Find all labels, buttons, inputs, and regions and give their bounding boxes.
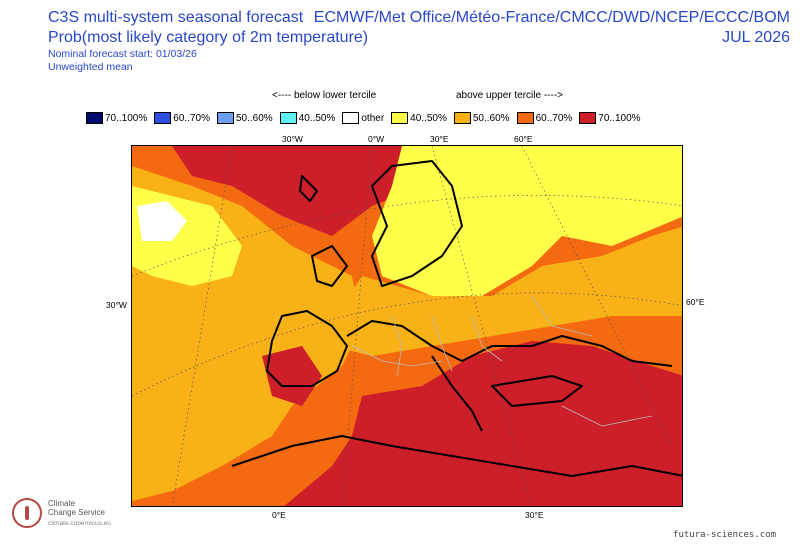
coastlines — [231, 160, 682, 477]
field-50-60-central — [332, 226, 682, 356]
legend-swatch — [154, 112, 172, 124]
forecast-variable: Prob(most likely category of 2m temperat… — [48, 29, 369, 46]
forecast-title: C3S multi-system seasonal forecast — [48, 9, 304, 26]
logo-url: climate.copernicus.eu — [48, 520, 111, 527]
lon-label-top-60e: 60°E — [514, 134, 533, 144]
legend-item: 50..60% — [216, 112, 273, 124]
legend-item: 70..100% — [579, 112, 641, 124]
forecast-map — [131, 145, 683, 507]
title-block: C3S multi-system seasonal forecast Prob(… — [48, 8, 368, 74]
logo-text-line2: Change Service — [48, 508, 105, 517]
legend-swatch — [516, 112, 534, 124]
logo-text-line1: Climate — [48, 499, 76, 508]
valid-month: JUL 2026 — [722, 29, 790, 46]
lon-label-top-30e: 30°E — [430, 134, 449, 144]
legend-label: 60..70% — [173, 112, 210, 124]
lon-label-left-30w: 30°W — [106, 300, 127, 310]
legend-swatch — [453, 112, 471, 124]
color-legend: 70..100% 60..70% 50..60% 40..50% other 40..50… — [86, 112, 648, 124]
copernicus-logo: Climate Change Service climate.copernicu… — [12, 498, 111, 528]
legend-label: 70..100% — [598, 112, 641, 124]
above-tercile-label: above upper tercile ----> — [456, 90, 563, 101]
forecast-centres: ECMWF/Met Office/Météo-France/CMCC/DWD/N… — [313, 9, 790, 26]
legend-item: 50..60% — [453, 112, 510, 124]
legend-item: 60..70% — [154, 112, 210, 124]
legend-label: other — [361, 112, 385, 124]
lon-label-top-30w: 30°W — [282, 134, 303, 144]
legend-item: 60..70% — [516, 112, 573, 124]
field-70-100-mediterranean — [284, 341, 682, 506]
lon-label-bottom-0e: 0°E — [272, 510, 286, 520]
legend-label: 40..50% — [410, 112, 447, 124]
legend-item: 70..100% — [86, 112, 147, 124]
thermometer-icon — [12, 498, 42, 528]
legend-item: 40..50% — [391, 112, 447, 124]
legend-swatch — [216, 112, 234, 124]
graticule — [132, 146, 682, 506]
lon-label-top-0w: 0°W — [368, 134, 385, 144]
legend-label: 70..100% — [105, 112, 148, 124]
legend-swatch — [391, 112, 409, 124]
lon-label-bottom-30e: 30°E — [525, 510, 544, 520]
legend-swatch — [579, 112, 597, 124]
title-right-block: ECMWF/Met Office/Météo-France/CMCC/DWD/N… — [314, 8, 790, 48]
legend-label: 50..60% — [235, 112, 273, 124]
legend-label: 50..60% — [472, 112, 510, 124]
legend-item: other — [342, 112, 384, 124]
below-tercile-label: <---- below lower tercile — [272, 90, 377, 101]
legend-item: 40..50% — [279, 112, 336, 124]
country-borders — [351, 295, 653, 427]
lon-label-right-60e: 60°E — [686, 297, 705, 307]
legend-label: 40..50% — [298, 112, 336, 124]
watermark: futura-sciences.com — [673, 530, 776, 540]
forecast-weighting: Unweighted mean — [48, 61, 133, 73]
legend-swatch — [342, 112, 360, 124]
field-70-100-north — [172, 146, 432, 236]
legend-label: 60..70% — [535, 112, 573, 124]
map-canvas — [132, 146, 682, 506]
field-70-100-iberia — [262, 346, 322, 406]
legend-swatch — [279, 112, 297, 124]
field-50-60-south-west — [132, 406, 292, 501]
field-other — [137, 201, 187, 241]
legend-swatch — [86, 112, 103, 124]
forecast-start: Nominal forecast start: 01/03/26 — [48, 48, 197, 60]
